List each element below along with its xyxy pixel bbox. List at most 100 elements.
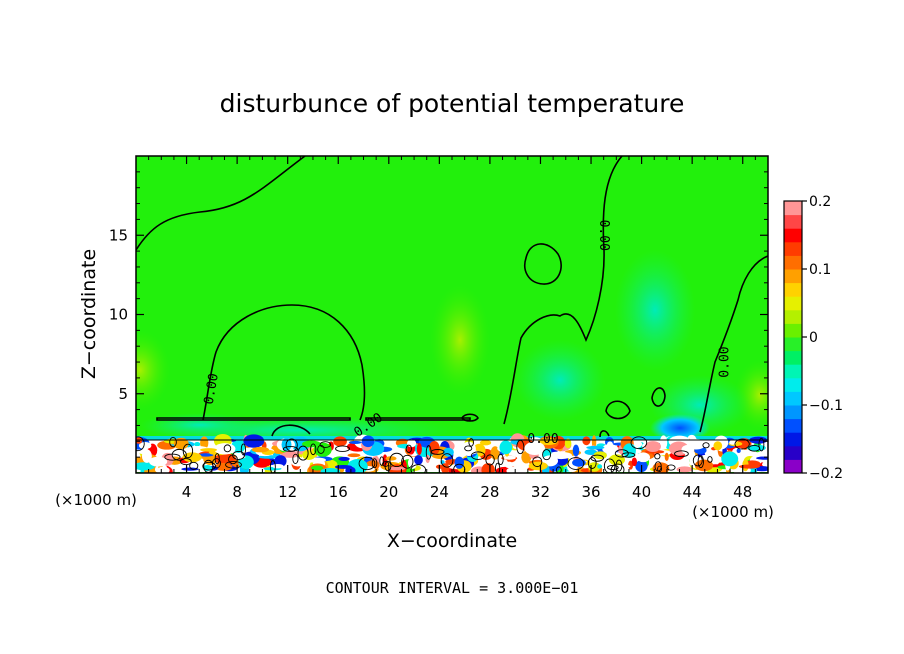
turbulence-contour [758,437,765,452]
field-cyan-patch [615,250,695,370]
turbulence-contour [440,453,454,468]
colorbar-segment [784,337,802,352]
plot-area: 0.000.00 0.000.000.00 [136,156,768,473]
contour-line [651,387,666,407]
contour-label: 0.00 [596,220,611,251]
turbulence-blob [622,443,636,459]
x-tick-label: 12 [278,483,297,501]
turbulence-blob [664,452,669,461]
turbulence-contour [292,453,299,465]
turbulence-blob [200,448,218,452]
field-lime-patch [136,330,170,410]
turbulence-contour [606,464,619,470]
chart-title: disturbunce of potential temperature [220,89,685,118]
x-axis-label: X−coordinate [387,530,517,552]
colorbar-tick-label: 0 [809,330,818,346]
turbulence-blob [762,461,768,467]
turbulence-blob [597,464,603,469]
turbulence-contour [223,444,232,453]
turbulence-blob [454,456,465,469]
turbulence-blob [617,464,631,469]
y-axis: 5 10 15 [109,171,768,458]
colorbar-segment [784,445,802,460]
contour-line [524,243,562,285]
x-tick-label: 4 [182,483,192,501]
turbulence-contour [317,444,325,454]
x-tick-label: 44 [683,483,702,501]
turbulence-blob [582,436,591,446]
colorbar-segment [784,255,802,270]
turbulence-blob [385,456,397,461]
turbulence-contour [171,448,187,461]
turbulence-blob [214,462,233,471]
turbulence-blob [524,441,545,455]
turbulence-contour [587,457,597,469]
contour-label: 0.00 [202,372,222,405]
turbulence-blob [521,450,532,464]
colorbar-segment [784,282,802,297]
turbulence-contour [180,458,192,466]
turbulence-blob [361,435,375,448]
x-tick-label: 32 [531,483,550,501]
turbulence-contour [657,465,663,472]
turbulence-blob [607,441,613,448]
turbulence-contour [654,461,662,472]
turbulence-blob [499,440,513,455]
colorbar-segment [784,432,802,447]
turbulence-contour [555,466,562,473]
x-tick-label: 40 [632,483,651,501]
turbulence-blob [156,466,170,473]
colorbar-segment [784,391,802,406]
turbulence-contour [707,456,713,463]
turbulence-contour [310,443,317,456]
contour-lines [136,156,768,438]
turbulence-contour [169,436,177,448]
colorbar-segment [784,377,802,392]
x-tick-label: 20 [379,483,398,501]
turbulence-contour [384,460,392,472]
turbulence-contour [410,464,427,473]
colorbar-segment [784,241,802,256]
turbulence-contour [614,449,629,458]
turbulence-contour [692,454,703,467]
turbulence-contour [464,445,473,452]
field-lime-patch [430,285,490,395]
turbulence-contour [567,457,585,470]
colorbar-tick-label: −0.1 [809,398,843,414]
contour-line [461,413,479,422]
colorbar: 0.2 0.1 0 −0.1 −0.2 [783,194,843,482]
turbulence-blob [504,461,514,469]
y-tick-label: 10 [109,306,128,324]
contour-line [202,304,366,421]
turbulence-blob [416,442,422,456]
turbulence-blob [572,458,586,467]
colorbar-segment [784,269,802,284]
x-axis: 4 8 12 16 20 24 28 32 36 40 44 48 [148,156,756,501]
turbulence-blob [736,448,741,454]
turbulence-blob [746,444,766,452]
colorbar-tick-label: −0.2 [809,466,843,482]
turbulence-contour [401,454,414,469]
turbulence-blob [584,449,598,455]
colorbar-segment [784,228,802,243]
contour-line [605,400,631,420]
x-tick-label: 8 [232,483,242,501]
turbulence-blob [506,466,528,473]
turbulence-blob [348,440,362,445]
contour-label: 0.00 [718,346,733,377]
turbulence-blob [198,453,214,457]
turbulence-contour [228,454,238,465]
turbulence-contour [630,436,648,450]
turbulence-blob [302,449,316,460]
x-tick-label: 28 [480,483,499,501]
colorbar-segment [784,350,802,365]
contour-line [136,156,306,251]
turbulence-contour [674,450,689,458]
x-unit-left: (×1000 m) [55,491,137,509]
turbulence-blob [181,467,199,471]
turbulence-blob [713,441,723,451]
turbulence-contour [494,462,501,473]
turbulence-contour [532,456,543,468]
x-tick-label: 24 [430,483,449,501]
turbulence-contour [654,453,661,460]
